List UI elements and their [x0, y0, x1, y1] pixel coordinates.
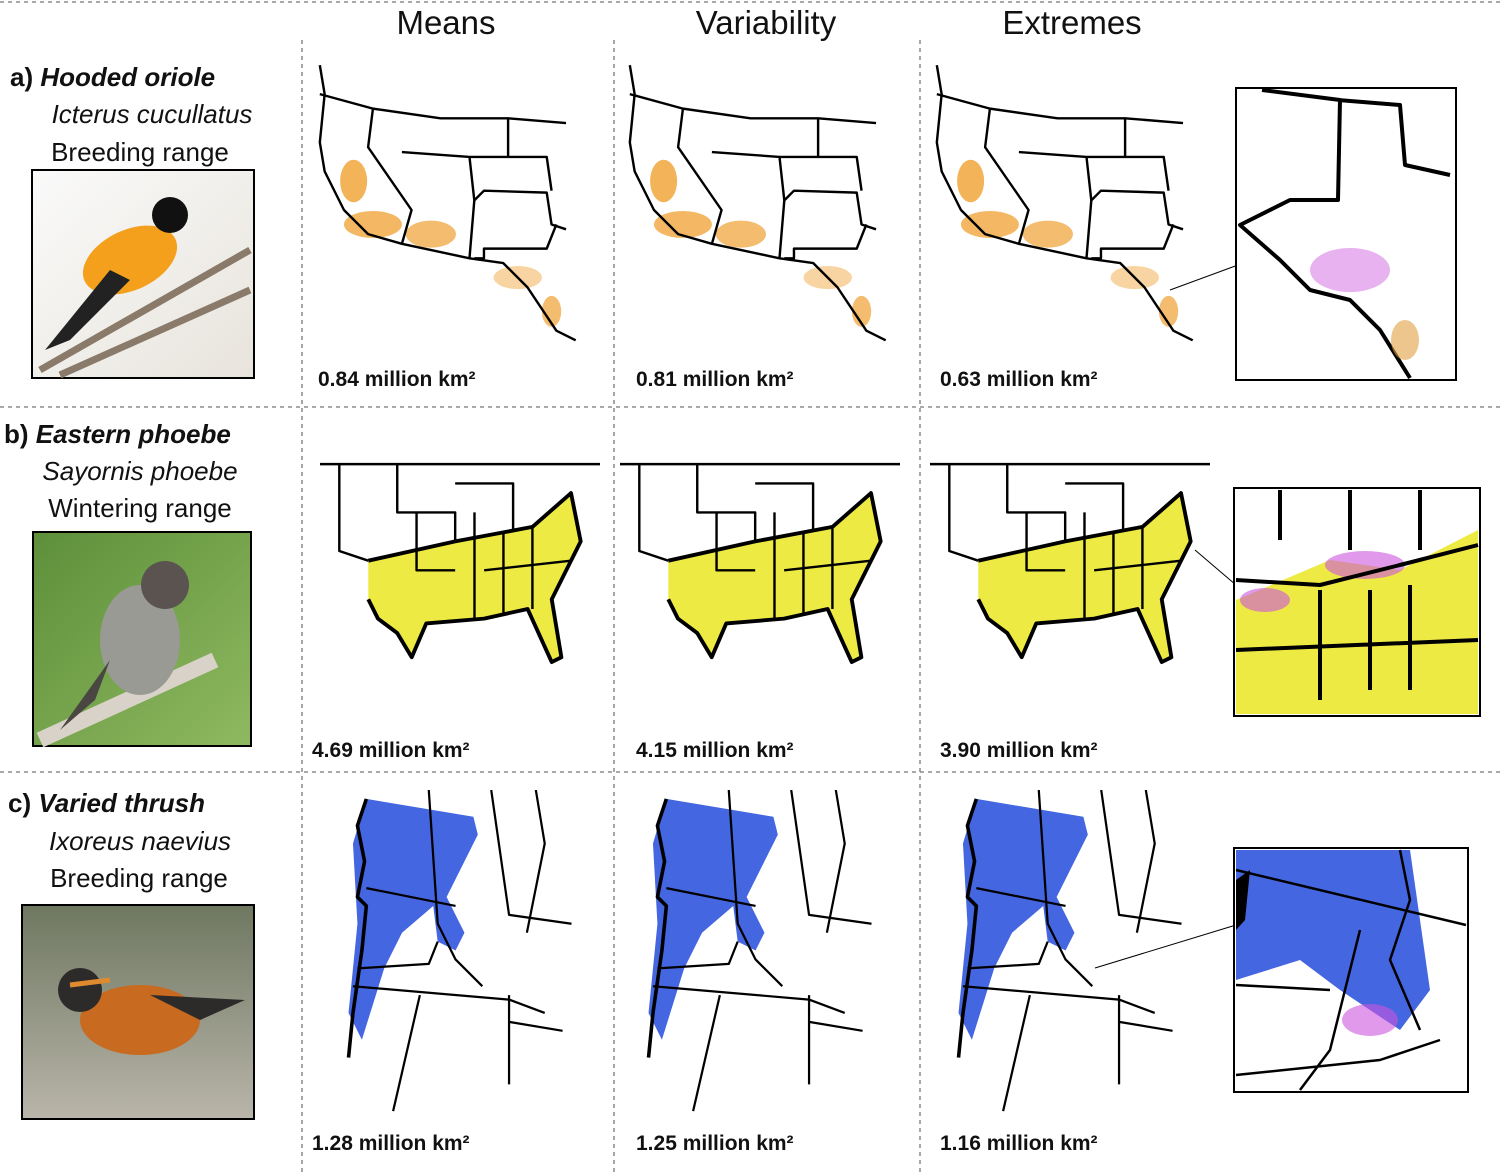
map	[620, 462, 900, 665]
area-label: 1.25 million km²	[636, 1132, 794, 1155]
area-label: 1.16 million km²	[940, 1132, 1098, 1155]
map	[628, 65, 887, 342]
range-type: Breeding range	[50, 863, 228, 893]
species-name: b) Eastern phoebe	[4, 419, 231, 449]
range-type: Wintering range	[48, 493, 232, 523]
bird-photo	[21, 904, 255, 1120]
area-label: 1.28 million km²	[312, 1132, 470, 1155]
map	[646, 790, 874, 1114]
common-name: Eastern phoebe	[36, 419, 231, 449]
scientific-name: Icterus cucullatus	[52, 99, 253, 129]
column-header: Means	[396, 4, 495, 41]
scientific-name: Ixoreus naevius	[49, 826, 231, 856]
range-type: Breeding range	[51, 137, 229, 167]
column-header: Extremes	[1002, 4, 1141, 41]
map	[318, 65, 577, 342]
map	[320, 462, 600, 665]
zoom-inset	[1094, 847, 1469, 1093]
zoom-inset	[1169, 87, 1457, 381]
area-label: 0.81 million km²	[636, 368, 794, 391]
column-header: Variability	[696, 4, 837, 41]
map	[930, 462, 1210, 665]
area-label: 4.69 million km²	[312, 739, 470, 762]
area-label: 3.90 million km²	[940, 739, 1098, 762]
species-name: a) Hooded oriole	[10, 62, 215, 92]
scientific-name: Sayornis phoebe	[42, 456, 237, 486]
row-letter: b)	[4, 419, 29, 449]
area-label: 0.63 million km²	[940, 368, 1098, 391]
row-letter: c)	[8, 788, 31, 818]
common-name: Varied thrush	[38, 788, 205, 818]
area-label: 4.15 million km²	[636, 739, 794, 762]
map	[346, 790, 574, 1114]
common-name: Hooded oriole	[40, 62, 215, 92]
map	[956, 790, 1184, 1114]
bird-photo	[32, 531, 252, 748]
bird-photo	[31, 169, 255, 379]
row-letter: a)	[10, 62, 33, 92]
species-name: c) Varied thrush	[8, 788, 205, 818]
map	[935, 65, 1194, 342]
area-label: 0.84 million km²	[318, 368, 476, 391]
zoom-inset	[1194, 487, 1481, 717]
